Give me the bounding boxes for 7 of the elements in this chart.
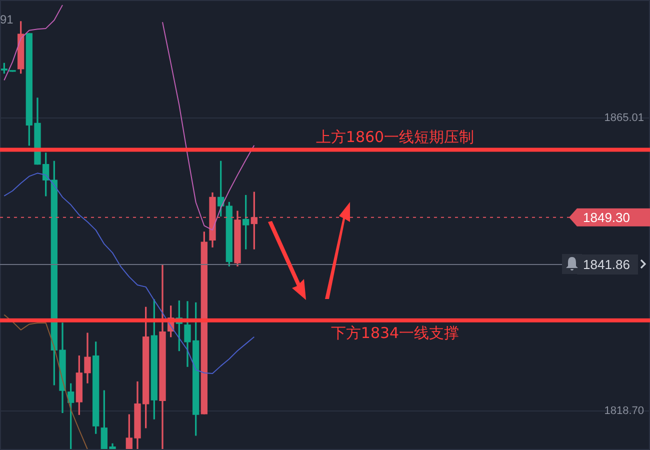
ref-line-label: 下方1834一线支撑 bbox=[330, 324, 460, 342]
ref-line-label: 1849.30 bbox=[583, 210, 630, 225]
y-tick-label: 1865.01 bbox=[604, 112, 644, 124]
ref-line-label: 1841.86 bbox=[583, 257, 630, 272]
annotation: 91 bbox=[0, 12, 14, 26]
ref-line-label: 上方1860一线短期压制 bbox=[316, 128, 474, 146]
y-tick-label: 1818.70 bbox=[604, 404, 644, 417]
